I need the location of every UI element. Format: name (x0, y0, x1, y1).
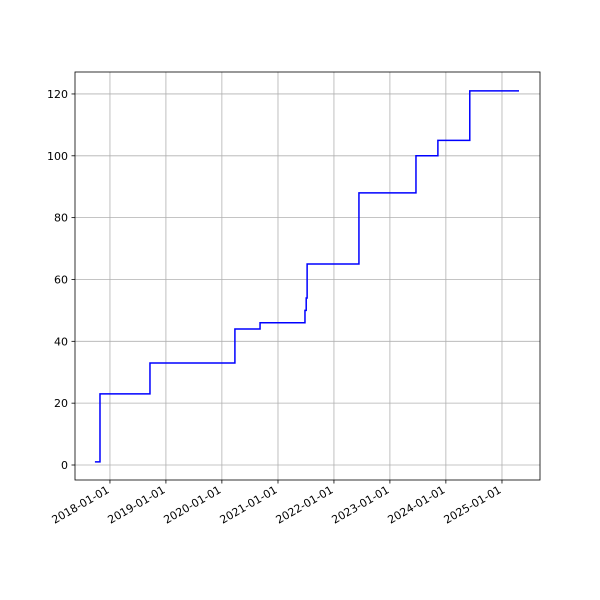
x-tick-label: 2018-01-01 (50, 483, 112, 526)
x-tick-label: 2022-01-01 (274, 483, 336, 526)
data-line (94, 90, 519, 463)
y-tick-label: 120 (47, 88, 68, 101)
x-tick-label: 2025-01-01 (442, 483, 504, 526)
x-tick-label: 2019-01-01 (106, 483, 168, 526)
y-tick-label: 100 (47, 150, 68, 163)
y-tick-label: 60 (54, 273, 68, 286)
x-tick-label: 2021-01-01 (218, 483, 280, 526)
y-tick-label: 80 (54, 212, 68, 225)
x-tick-label: 2020-01-01 (162, 483, 224, 526)
y-tick-label: 20 (54, 397, 68, 410)
y-tick-label: 0 (61, 459, 68, 472)
y-tick-label: 40 (54, 335, 68, 348)
x-tick-label: 2023-01-01 (330, 483, 392, 526)
plot-frame (74, 71, 541, 481)
x-tick-label: 2024-01-01 (385, 483, 447, 526)
